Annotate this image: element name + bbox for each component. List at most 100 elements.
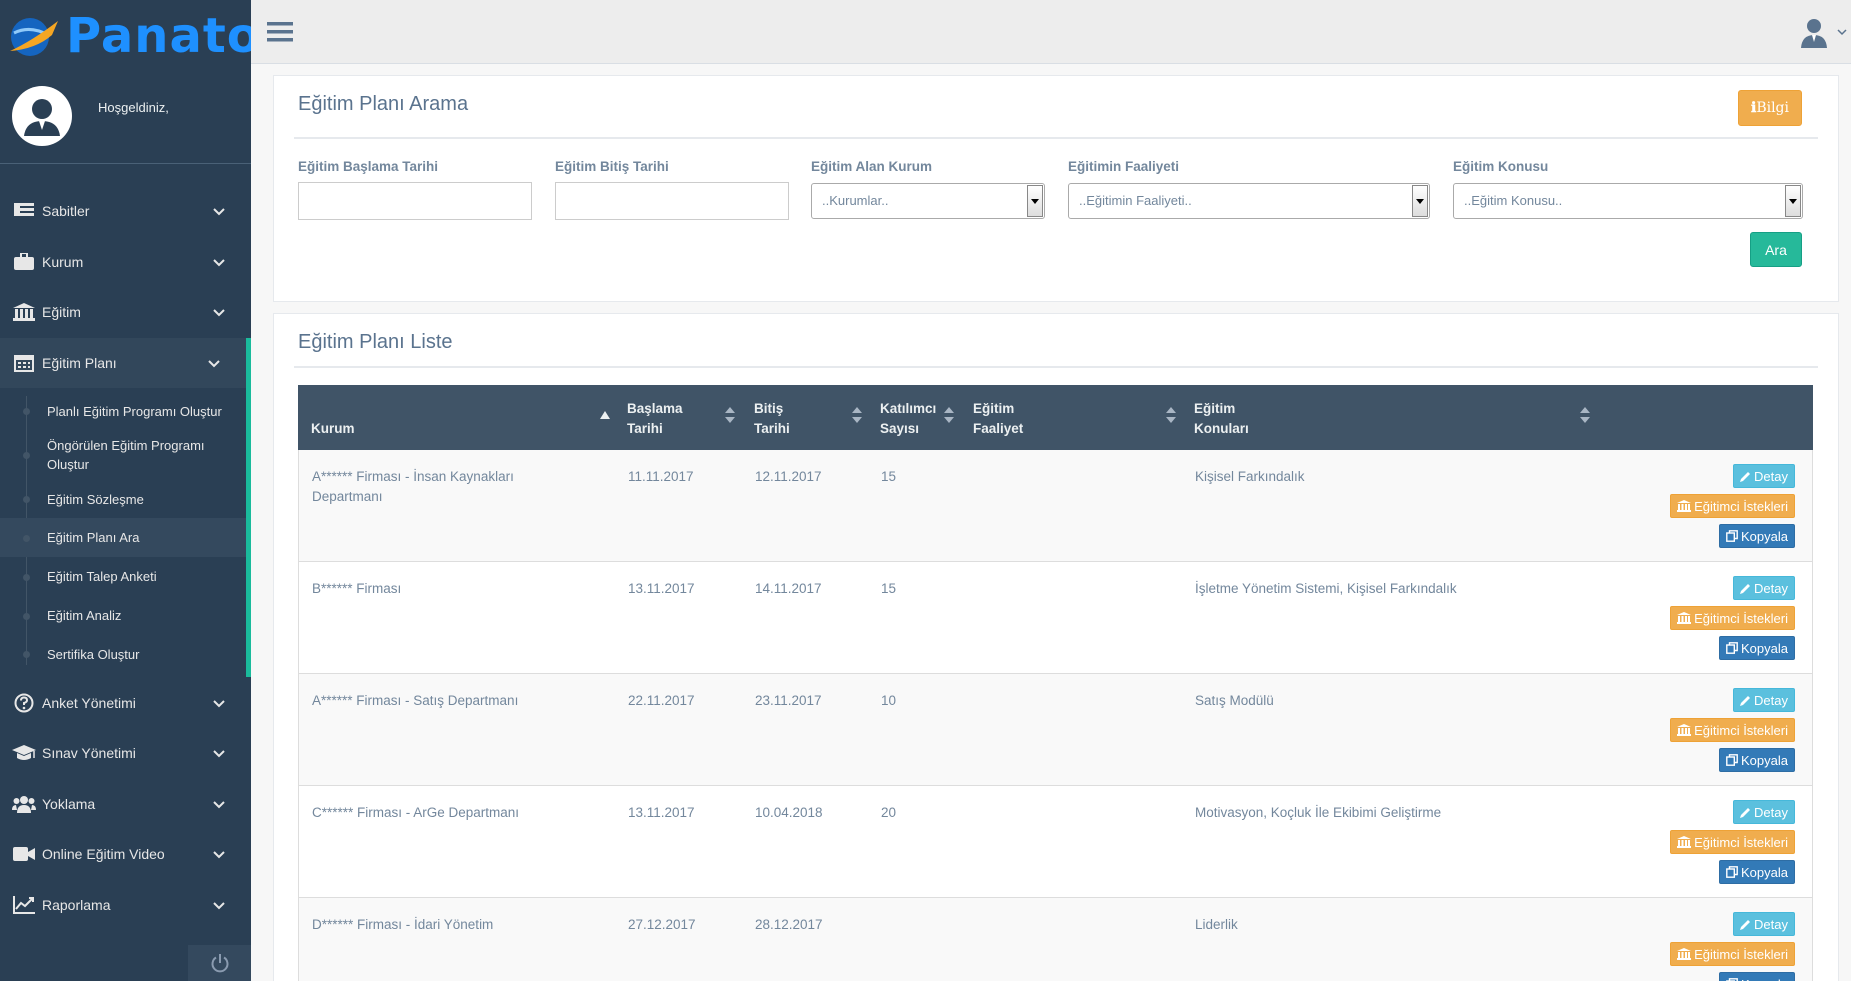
copy-button[interactable]: Kopyala [1719, 636, 1795, 660]
cell-baslama: 13.11.2017 [628, 805, 695, 820]
submenu-item[interactable]: Sertifika Oluştur [0, 635, 246, 673]
submenu-item[interactable]: Planlı Eğitim Programı Oluştur [0, 392, 246, 430]
pencil-icon [1740, 471, 1751, 482]
submenu-item[interactable]: Eğitim Analiz [0, 596, 246, 635]
col-header-kurum[interactable]: Kurum [311, 419, 355, 439]
search-button[interactable]: Ara [1750, 232, 1802, 267]
select-arrow-icon [1027, 185, 1043, 217]
cell-baslama: 11.11.2017 [628, 469, 694, 484]
submenu-item[interactable]: Eğitim Sözleşme [0, 480, 246, 518]
plan-table: Kurum Başlama Tarihi Bitiş Tarihi Katılımc… [298, 385, 1813, 981]
search-panel: Eğitim Planı Arama ℹ Bilgi Eğitim Başlama… [273, 75, 1839, 302]
topic-select[interactable]: ..Eğitim Konusu.. [1453, 183, 1803, 219]
table-row: C****** Firması - ArGe Departmanı 13.11.… [298, 786, 1813, 898]
sort-icon[interactable] [1166, 407, 1176, 426]
cell-katilimci: 10 [881, 693, 897, 708]
chevron-down-icon [213, 796, 225, 812]
trainer-requests-button[interactable]: Eğitimci İstekleri [1670, 830, 1795, 854]
col-header-konular[interactable]: Eğitim Konuları [1194, 399, 1249, 439]
trainer-requests-button[interactable]: Eğitimci İstekleri [1670, 942, 1795, 966]
chevron-down-icon [213, 846, 225, 862]
cell-bitis: 10.04.2018 [755, 805, 823, 820]
trainer-requests-button-label: Eğitimci İstekleri [1694, 722, 1788, 738]
col-header-katilimci[interactable]: Katılımcı Sayısı [880, 399, 936, 439]
select-arrow-icon [1412, 185, 1428, 217]
line-chart-icon [12, 896, 36, 915]
copy-button[interactable]: Kopyala [1719, 860, 1795, 884]
pencil-icon [1740, 583, 1751, 594]
trainer-requests-button[interactable]: Eğitimci İstekleri [1670, 494, 1795, 518]
sidebar-item-label: Eğitim Planı [42, 355, 117, 372]
sort-icon[interactable] [1580, 407, 1590, 426]
start-date-input[interactable] [298, 182, 532, 220]
submenu-item[interactable]: Eğitim Talep Anketi [0, 557, 246, 596]
institution-select-value: ..Kurumlar.. [822, 193, 889, 208]
cell-katilimci: 15 [881, 469, 897, 484]
cell-bitis: 12.11.2017 [755, 469, 822, 484]
sidebar-item-yoklama[interactable]: Yoklama [0, 779, 251, 830]
sidebar-item-label: Yoklama [42, 795, 96, 812]
trainer-requests-button[interactable]: Eğitimci İstekleri [1670, 718, 1795, 742]
detail-button[interactable]: Detay [1733, 576, 1795, 600]
pencil-icon [1740, 695, 1751, 706]
pencil-icon [1740, 919, 1751, 930]
brand-logo[interactable]: Panato [0, 0, 251, 64]
user-dropdown[interactable] [1799, 16, 1847, 48]
table-row: B****** Firması 13.11.2017 14.11.2017 15… [298, 562, 1813, 674]
copy-icon [1726, 642, 1738, 654]
col-header-label: Faaliyet [973, 421, 1024, 436]
detail-button[interactable]: Detay [1733, 800, 1795, 824]
col-header-label: Tarihi [627, 421, 663, 436]
detail-button[interactable]: Detay [1733, 464, 1795, 488]
institution-select[interactable]: ..Kurumlar.. [811, 183, 1045, 219]
divider [294, 137, 1818, 139]
row-actions: Detay Eğitimci İstekleri Kopyala [1670, 912, 1795, 981]
col-header-label: Kurum [311, 421, 355, 436]
sidebar-item-egitim-plani[interactable]: Eğitim Planı [0, 337, 251, 389]
end-date-input[interactable] [555, 182, 789, 220]
detail-button[interactable]: Detay [1733, 912, 1795, 936]
sidebar-item-egitim[interactable]: Eğitim [0, 287, 251, 338]
cell-kurum: D****** Firması - İdari Yönetim [312, 917, 494, 932]
globe-logo-icon [10, 18, 58, 56]
col-header-baslama[interactable]: Başlama Tarihi [627, 399, 683, 439]
logout-button[interactable] [188, 945, 251, 981]
copy-button[interactable]: Kopyala [1719, 748, 1795, 772]
cell-baslama: 27.12.2017 [628, 917, 696, 932]
sort-icon[interactable] [944, 407, 954, 426]
sidebar-item-anket-yonetimi[interactable]: Anket Yönetimi [0, 677, 251, 728]
avatar[interactable] [12, 86, 72, 146]
sidebar-submenu-egitim-plani: Planlı Eğitim Programı Oluştur Öngörülen… [0, 388, 251, 678]
cell-konular: Satış Modülü [1195, 693, 1274, 708]
sort-icon[interactable] [852, 407, 862, 426]
copy-button[interactable]: Kopyala [1719, 524, 1795, 548]
table-row: A****** Firması - İnsan Kaynakları Depar… [298, 450, 1813, 562]
col-header-bitis[interactable]: Bitiş Tarihi [754, 399, 790, 439]
cell-katilimci: 15 [881, 581, 897, 596]
divider [294, 366, 1818, 368]
cell-konular: Motivasyon, Koçluk İle Ekibimi Geliştirm… [1195, 805, 1442, 820]
institution-icon [1677, 948, 1692, 960]
sort-icon[interactable] [725, 407, 735, 426]
detail-button-label: Detay [1754, 916, 1788, 932]
cell-bitis: 23.11.2017 [755, 693, 822, 708]
submenu-item[interactable]: Öngörülen Eğitim Programı Oluştur [0, 430, 246, 480]
info-button[interactable]: ℹ Bilgi [1738, 90, 1802, 126]
sidebar-item-kurum[interactable]: Kurum [0, 237, 251, 288]
sort-asc-icon[interactable] [600, 407, 610, 422]
trainer-requests-button[interactable]: Eğitimci İstekleri [1670, 606, 1795, 630]
cell-baslama: 22.11.2017 [628, 693, 695, 708]
submenu-item-current[interactable]: Eğitim Planı Ara [0, 518, 246, 558]
col-header-label: Tarihi [754, 421, 790, 436]
col-header-faaliyet[interactable]: Eğitim Faaliyet [973, 399, 1023, 439]
copy-button[interactable]: Kopyala [1719, 972, 1795, 981]
detail-button[interactable]: Detay [1733, 688, 1795, 712]
sidebar-item-raporlama[interactable]: Raporlama [0, 880, 251, 931]
menu-toggle-icon[interactable] [267, 21, 293, 46]
copy-button-label: Kopyala [1741, 977, 1788, 981]
activity-select[interactable]: ..Eğitimin Faaliyeti.. [1068, 183, 1430, 219]
sidebar-item-sinav-yonetimi[interactable]: Sınav Yönetimi [0, 728, 251, 779]
sidebar-item-sabitler[interactable]: Sabitler [0, 186, 251, 237]
sidebar-item-online-egitim-video[interactable]: Online Eğitim Video [0, 829, 251, 880]
copy-button-label: Kopyala [1741, 752, 1788, 768]
